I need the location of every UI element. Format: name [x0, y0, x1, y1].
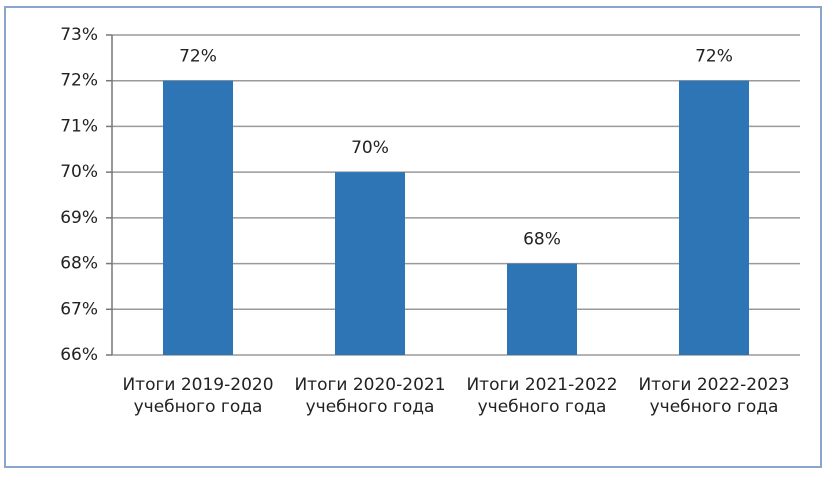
y-tick-label: 71% — [60, 116, 98, 136]
x-tick-label: Итоги 2020-2021 учебного года — [294, 375, 446, 417]
bar — [679, 80, 749, 355]
data-label: 72% — [695, 47, 733, 67]
y-tick-label: 72% — [60, 71, 98, 91]
frame — [4, 6, 822, 468]
bar — [163, 80, 233, 355]
y-tick-label: 68% — [60, 254, 98, 274]
bar — [335, 172, 405, 355]
x-tick-label: Итоги 2019-2020 учебного года — [122, 375, 274, 417]
data-label: 72% — [179, 47, 217, 67]
data-label: 70% — [351, 138, 389, 158]
bar — [507, 263, 577, 355]
data-label: 68% — [523, 230, 561, 250]
y-tick-label: 66% — [60, 345, 98, 365]
x-tick-label: Итоги 2022-2023 учебного года — [638, 375, 790, 417]
y-tick-label: 69% — [60, 208, 98, 228]
y-tick-label: 73% — [60, 25, 98, 45]
y-tick-label: 67% — [60, 299, 98, 319]
x-tick-label: Итоги 2021-2022 учебного года — [466, 375, 618, 417]
y-tick-label: 70% — [60, 162, 98, 182]
